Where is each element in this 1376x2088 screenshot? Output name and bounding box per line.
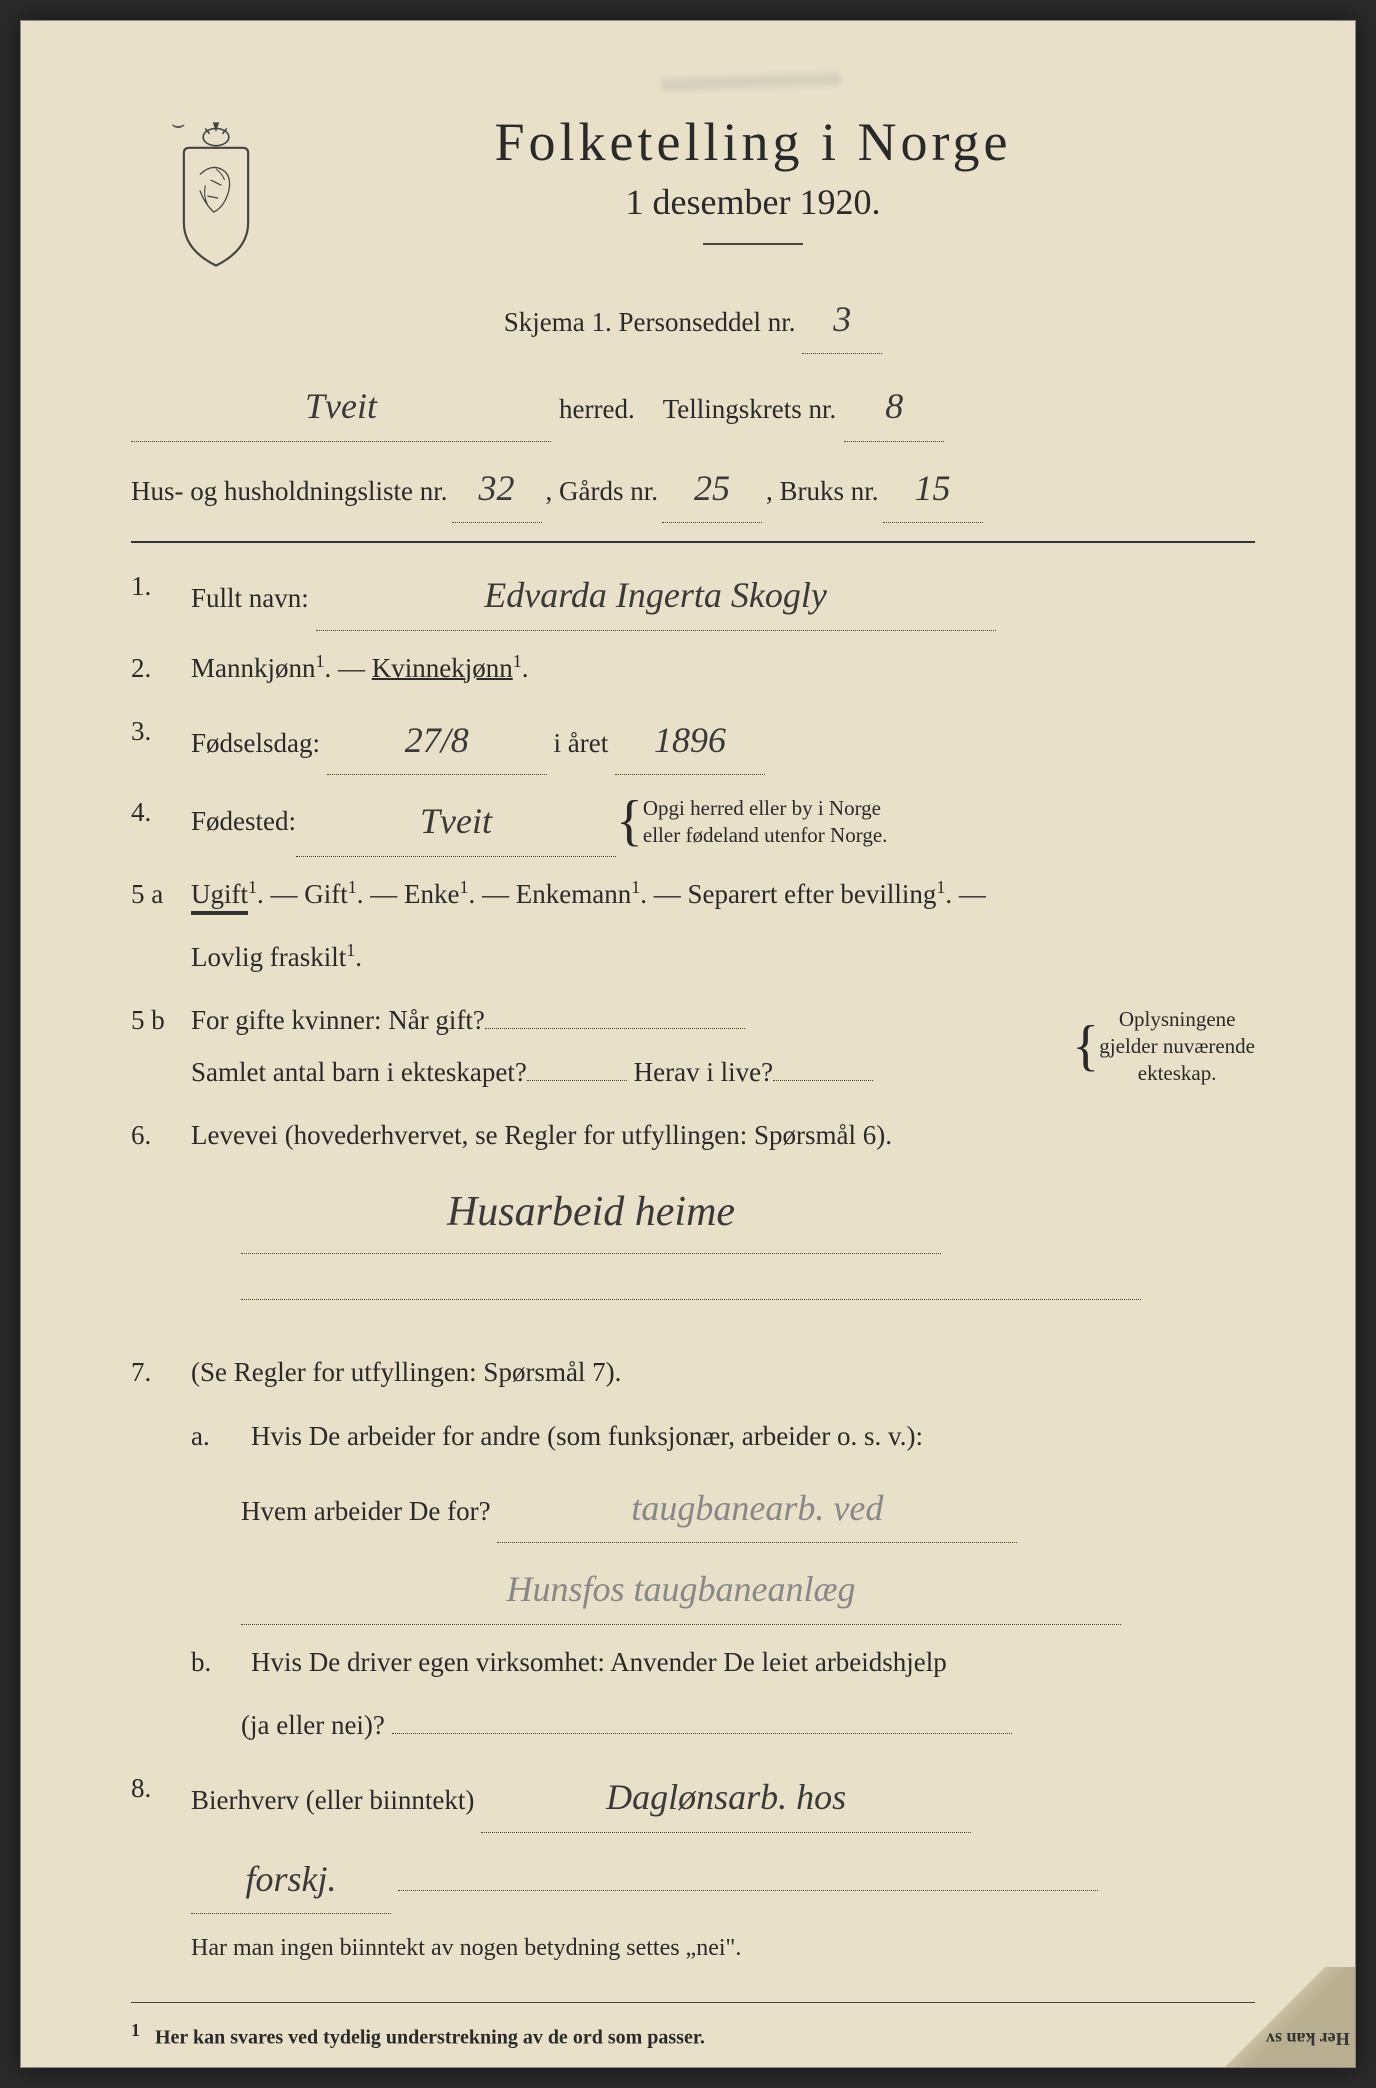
q3-num: 3. bbox=[131, 706, 181, 757]
q8-num: 8. bbox=[131, 1763, 181, 1814]
q4-label: Fødested: bbox=[191, 796, 296, 847]
q5b-note-1: Oplysningene bbox=[1119, 1007, 1236, 1031]
q5a-separert: Separert efter bevilling bbox=[687, 879, 936, 909]
q8-line: 8. Bierhverv (eller biinntekt) Daglønsar… bbox=[131, 1763, 1255, 1832]
header-divider bbox=[703, 243, 803, 245]
hus-nr: 32 bbox=[452, 454, 542, 523]
q4-note-1: Opgi herred eller by i Norge bbox=[643, 796, 881, 820]
q5b-line: 5 b For gifte kvinner: Når gift? Samlet … bbox=[131, 995, 1255, 1098]
schema-line: Skjema 1. Personseddel nr. 3 bbox=[131, 285, 1255, 354]
q6-value: Husarbeid heime bbox=[241, 1173, 941, 1254]
footnote-marker: 1 bbox=[131, 2020, 140, 2040]
q5a-ugift: Ugift bbox=[191, 879, 248, 915]
q5b-label2: Samlet antal barn i ekteskapet? bbox=[191, 1057, 527, 1087]
q7b-line: b. Hvis De driver egen virksomhet: Anven… bbox=[131, 1637, 1255, 1688]
q2-kvinne: Kvinnekjønn bbox=[372, 653, 513, 683]
form-body: Skjema 1. Personseddel nr. 3 Tveit herre… bbox=[131, 285, 1255, 2056]
personseddel-nr: 3 bbox=[802, 285, 882, 354]
q6-label: Levevei (hovederhvervet, se Regler for u… bbox=[191, 1120, 892, 1150]
bruks-nr: 15 bbox=[883, 454, 983, 523]
q1-line: 1. Fullt navn: Edvarda Ingerta Skogly bbox=[131, 561, 1255, 630]
q4-num: 4. bbox=[131, 787, 181, 838]
q5b-note-3: ekteskap. bbox=[1138, 1061, 1217, 1085]
q5b-label1: For gifte kvinner: Når gift? bbox=[191, 1005, 485, 1035]
q2-mann: Mannkjønn bbox=[191, 653, 316, 683]
q8-value: Daglønsarb. hos bbox=[481, 1763, 971, 1832]
q3-year-label: i året bbox=[554, 728, 609, 758]
q6-num: 6. bbox=[131, 1110, 181, 1161]
q1-value: Edvarda Ingerta Skogly bbox=[316, 561, 996, 630]
q7-label: (Se Regler for utfyllingen: Spørsmål 7). bbox=[191, 1357, 621, 1387]
q5a-fraskilt: Lovlig fraskilt bbox=[191, 942, 346, 972]
coat-of-arms-icon bbox=[161, 121, 271, 271]
q4-note-2: eller fødeland utenfor Norge. bbox=[643, 823, 888, 847]
schema-label: Skjema 1. Personseddel nr. bbox=[504, 307, 796, 337]
q2-line: 2. Mannkjønn1. — Kvinnekjønn1. bbox=[131, 643, 1255, 694]
q3-year: 1896 bbox=[615, 706, 765, 775]
q1-num: 1. bbox=[131, 561, 181, 612]
footnote-text: Her kan svares ved tydelig understreknin… bbox=[155, 2026, 705, 2048]
q7-line: 7. (Se Regler for utfyllingen: Spørsmål … bbox=[131, 1347, 1255, 1398]
corner-bleed-text: Her kan sv bbox=[1266, 2028, 1350, 2049]
q8-label: Bierhverv (eller biinntekt) bbox=[191, 1785, 474, 1815]
q7b-prompt-line: (ja eller nei)? bbox=[131, 1700, 1255, 1751]
bruks-label: , Bruks nr. bbox=[766, 466, 879, 517]
q4-line: 4. Fødested: Tveit { Opgi herred eller b… bbox=[131, 787, 1255, 856]
form-title: Folketelling i Norge bbox=[251, 111, 1255, 173]
q8-value2: forskj. bbox=[191, 1845, 391, 1914]
form-header: Folketelling i Norge 1 desember 1920. bbox=[131, 111, 1255, 245]
gards-label: , Gårds nr. bbox=[546, 466, 658, 517]
gards-nr: 25 bbox=[662, 454, 762, 523]
hus-label: Hus- og husholdningsliste nr. bbox=[131, 466, 448, 517]
q7a-value2-line: Hunsfos taugbaneanlæg bbox=[131, 1555, 1255, 1624]
q6-line: 6. Levevei (hovederhvervet, se Regler fo… bbox=[131, 1110, 1255, 1161]
census-form-page: ⌣ Folketelling i Norge 1 desember 1920. … bbox=[20, 20, 1356, 2068]
q5a-enke: Enke bbox=[404, 879, 459, 909]
q6-answer-line: Husarbeid heime bbox=[131, 1173, 1255, 1254]
q1-label: Fullt navn: bbox=[191, 583, 309, 613]
herred-value: Tveit bbox=[131, 372, 551, 441]
q7b-label: Hvis De driver egen virksomhet: Anvender… bbox=[191, 1647, 947, 1677]
brace-icon-2: { bbox=[1072, 1027, 1099, 1066]
q7a-prompt: Hvem arbeider De for? bbox=[241, 1496, 491, 1526]
tellingskrets-nr: 8 bbox=[844, 372, 944, 441]
q3-label: Fødselsdag: bbox=[191, 728, 320, 758]
divider-1 bbox=[131, 541, 1255, 543]
q7a-prompt-line: Hvem arbeider De for? taugbanearb. ved bbox=[131, 1474, 1255, 1543]
q7a-value2: Hunsfos taugbaneanlæg bbox=[241, 1555, 1121, 1624]
q7b-prompt: (ja eller nei)? bbox=[241, 1710, 385, 1740]
brace-icon: { bbox=[616, 802, 643, 841]
q5b-num: 5 b bbox=[131, 995, 181, 1046]
q7a-label: Hvis De arbeider for andre (som funksjon… bbox=[191, 1421, 923, 1451]
q5b-label3: Herav i live? bbox=[634, 1057, 773, 1087]
q8-line-2: forskj. bbox=[131, 1845, 1255, 1914]
q2-num: 2. bbox=[131, 643, 181, 694]
herred-line: Tveit herred. Tellingskrets nr. 8 bbox=[131, 372, 1255, 441]
tellingskrets-label: Tellingskrets nr. bbox=[663, 384, 837, 435]
q7-num: 7. bbox=[131, 1347, 181, 1398]
q7a-value: taugbanearb. ved bbox=[497, 1474, 1017, 1543]
q8-note: Har man ingen biinntekt av nogen betydni… bbox=[191, 1935, 741, 1961]
q5a-line: 5 a Ugift1. — Gift1. — Enke1. — Enkemann… bbox=[131, 869, 1255, 920]
hus-line: Hus- og husholdningsliste nr. 32 , Gårds… bbox=[131, 454, 1255, 523]
q5a-gift: Gift bbox=[304, 879, 348, 909]
q5b-note: Oplysningene gjelder nuværende ekteskap. bbox=[1099, 1006, 1255, 1088]
q3-day: 27/8 bbox=[327, 706, 547, 775]
footnote: 1 Her kan svares ved tydelig understrekn… bbox=[131, 2002, 1255, 2057]
q3-line: 3. Fødselsdag: 27/8 i året 1896 bbox=[131, 706, 1255, 775]
page-corner-fold: Her kan sv bbox=[1195, 1967, 1355, 2067]
q5a-num: 5 a bbox=[131, 869, 181, 920]
form-date: 1 desember 1920. bbox=[251, 181, 1255, 223]
q6-blank-line bbox=[131, 1266, 1255, 1317]
q5b-note-2: gjelder nuværende bbox=[1099, 1034, 1255, 1058]
q7a-line: a. Hvis De arbeider for andre (som funks… bbox=[131, 1411, 1255, 1462]
q8-note-line: Har man ingen biinntekt av nogen betydni… bbox=[131, 1926, 1255, 1972]
q5a-line-2: Lovlig fraskilt1. bbox=[131, 932, 1255, 983]
q4-note: Opgi herred eller by i Norge eller fødel… bbox=[643, 795, 888, 850]
q4-value: Tveit bbox=[296, 787, 616, 856]
paper-smudge bbox=[661, 73, 841, 91]
q5a-enkemann: Enkemann bbox=[516, 879, 631, 909]
herred-label: herred. bbox=[559, 384, 635, 435]
